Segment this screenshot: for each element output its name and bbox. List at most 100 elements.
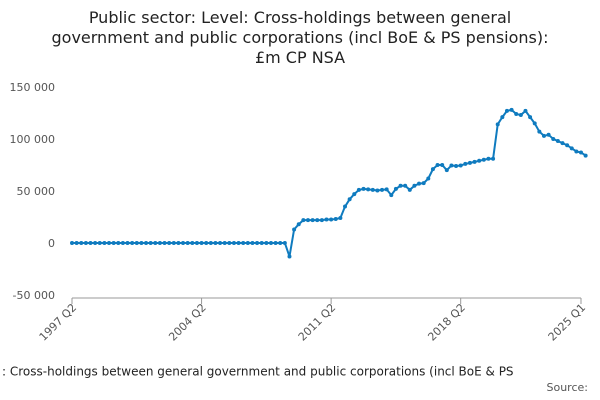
data-point [208, 240, 213, 245]
data-point [148, 240, 153, 245]
data-point [343, 204, 348, 209]
series-line [72, 108, 587, 257]
data-point [463, 161, 468, 166]
data-point [421, 181, 426, 186]
data-point [370, 187, 375, 192]
data-point [296, 222, 301, 227]
data-point [384, 187, 389, 192]
data-point [255, 240, 260, 245]
footer-text: : Cross-holdings between general governm… [2, 365, 514, 379]
data-point [551, 136, 556, 141]
data-point [356, 187, 361, 192]
source: Source: [547, 381, 589, 394]
data-point [495, 122, 500, 127]
x-tick-label: 2025 Q1 [546, 301, 589, 344]
data-point [268, 240, 273, 245]
data-point [227, 240, 232, 245]
data-point [153, 240, 158, 245]
data-point [430, 167, 435, 172]
data-point [440, 162, 445, 167]
data-point [366, 187, 371, 192]
data-point [560, 141, 565, 146]
data-point [301, 218, 306, 223]
data-point [481, 157, 486, 162]
data-point [107, 240, 112, 245]
data-point [407, 187, 412, 192]
data-point [167, 240, 172, 245]
data-point [93, 240, 98, 245]
x-tick-label: 2018 Q2 [425, 301, 468, 344]
data-point [120, 240, 125, 245]
data-point [245, 240, 250, 245]
data-point [579, 150, 583, 155]
data-point [102, 240, 107, 245]
data-point [333, 217, 338, 222]
data-point [292, 227, 297, 232]
data-point [194, 240, 199, 245]
data-point [282, 240, 287, 245]
data-point [315, 218, 320, 223]
data-point [338, 216, 343, 220]
data-point [398, 183, 403, 188]
data-point [583, 153, 588, 158]
data-point [403, 183, 408, 188]
data-point [213, 240, 218, 245]
data-point [426, 176, 431, 181]
data-point [574, 149, 579, 154]
data-point [565, 143, 570, 148]
data-point [222, 240, 227, 245]
data-point [546, 132, 551, 137]
data-point [375, 188, 380, 193]
data-point [347, 197, 352, 202]
data-point [130, 240, 135, 245]
data-point [144, 240, 149, 245]
data-point [139, 240, 144, 245]
data-point [74, 240, 79, 245]
x-tick-label: 2004 Q2 [166, 301, 209, 344]
data-point [273, 240, 278, 245]
data-point [204, 240, 209, 245]
data-point [486, 156, 491, 161]
data-point [79, 240, 84, 245]
data-point [134, 240, 139, 245]
data-point [185, 240, 190, 245]
data-point [380, 187, 385, 192]
data-point [435, 162, 440, 167]
x-tick-label: 2011 Q2 [296, 301, 339, 344]
data-point [259, 240, 264, 245]
data-point [569, 146, 574, 151]
data-point [477, 158, 482, 163]
data-point [231, 240, 236, 245]
data-point [241, 240, 246, 245]
data-point [181, 240, 186, 245]
data-point [500, 115, 505, 120]
data-point [287, 254, 292, 259]
data-point [88, 240, 93, 245]
data-point [509, 107, 514, 112]
data-point [116, 240, 121, 245]
data-point [541, 133, 546, 138]
data-point [176, 240, 181, 245]
data-point [472, 159, 477, 164]
data-point [361, 186, 366, 191]
data-point [171, 240, 176, 245]
data-point [518, 113, 523, 118]
data-point [467, 160, 472, 165]
data-point [412, 183, 417, 188]
data-point [305, 218, 310, 223]
data-point [528, 115, 533, 120]
data-point [70, 240, 74, 245]
data-point [324, 217, 329, 222]
data-point [250, 240, 255, 245]
data-point [329, 217, 334, 222]
data-point [83, 240, 88, 245]
data-point [454, 164, 459, 168]
data-point [319, 218, 324, 223]
data-point [491, 156, 496, 161]
data-point [111, 240, 116, 245]
data-point [199, 240, 204, 245]
data-point [125, 240, 130, 245]
chart-title: Public sector: Level: Cross-holdings bet… [51, 8, 549, 67]
